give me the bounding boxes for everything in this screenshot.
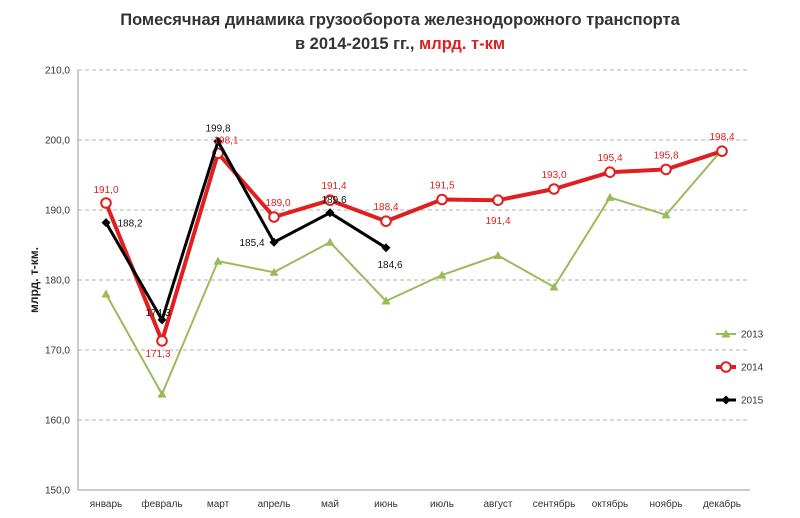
x-tick-label: май [321,499,339,510]
circle-marker [324,194,336,206]
grid-lines [78,69,750,421]
legend-label: 2015 [741,396,764,407]
triangle-marker [493,251,503,259]
data-label-2014: 195,8 [653,150,678,161]
title-line-2: в 2014-2015 гг., млрд. т-км [0,32,800,56]
data-label-2014: 191,4 [321,181,346,192]
data-label-2015: 189,6 [321,195,346,206]
legend-item-2014: 2014 [716,361,764,374]
data-label-2014: 189,0 [265,198,290,209]
triangle-marker [325,237,335,246]
triangle-marker [661,210,671,219]
x-tick-label: август [484,499,513,510]
diamond-marker [381,243,391,253]
data-label-2014: 193,0 [541,170,566,181]
x-tick-label: июнь [374,499,398,510]
series-group [100,136,728,398]
data-label-2014: 198,4 [709,132,734,143]
x-tick-label: сентябрь [533,498,576,510]
data-label-2015: 184,6 [377,260,402,271]
circle-marker [604,166,616,178]
data-label-2015: 199,8 [205,123,230,134]
y-tick-label: 210,0 [45,66,70,77]
data-label-2015: 174,3 [145,308,170,319]
diamond-marker [213,136,223,146]
triangle-marker [213,256,223,265]
circle-marker [492,194,504,206]
y-tick-label: 150,0 [45,486,70,497]
circle-marker [380,215,392,227]
circle-marker [720,361,732,373]
x-tick-label: январь [90,499,122,510]
x-tick-label: февраль [141,498,182,510]
legend-item-2015: 2015 [716,395,764,407]
triangle-marker [721,329,731,338]
y-tick-labels: 150,0 160,0 170,0 180,0 190,0 200,0 210,0 [45,66,70,497]
data-label-2014: 191,0 [93,185,118,196]
legend-item-2013: 2013 [716,329,764,341]
triangle-marker [549,282,559,291]
x-tick-label: апрель [258,499,291,510]
triangle-marker [437,270,447,279]
triangle-marker [381,296,391,305]
series-line-2013 [105,149,723,396]
circle-marker [268,211,280,223]
x-tick-label: ноябрь [650,498,683,510]
circle-marker [548,183,560,195]
legend-label: 2014 [741,363,764,374]
data-label-2014: 191,4 [485,216,510,227]
circle-marker [716,145,728,157]
title-years: в 2014-2015 гг., [294,35,415,53]
circle-marker [436,193,448,206]
y-tick-label: 170,0 [45,346,70,357]
y-tick-label: 190,0 [45,206,70,217]
diamond-marker [157,315,167,325]
circle-marker [156,335,168,347]
x-tick-label: декабрь [703,498,741,510]
legend: 2013 2014 2015 [716,329,764,407]
triangle-marker [269,267,279,276]
series-line-2014 [104,149,723,343]
legend-label: 2013 [741,330,764,341]
series-2013 [101,145,727,398]
triangle-marker [605,192,615,201]
circle-marker [100,197,112,209]
x-tick-label: март [207,499,230,510]
chart-title: Помесячная динамика грузооборота железно… [0,8,800,56]
diamond-marker [721,395,731,405]
data-label-2014: 191,5 [429,181,454,192]
y-tick-label: 200,0 [45,136,70,147]
x-tick-label: октябрь [592,498,629,510]
series-2015 [101,136,391,325]
x-tick-label: июль [430,499,454,510]
data-label-2014: 188,4 [373,202,398,213]
title-line-1: Помесячная динамика грузооборота железно… [120,11,680,29]
data-label-2015: 185,4 [239,238,264,249]
data-label-2014: 195,4 [597,153,622,164]
x-tick-labels: январь февраль март апрель май июнь июль август… [90,498,741,510]
y-tick-label: 160,0 [45,416,70,427]
series-2014 [100,145,728,347]
triangle-marker [157,389,167,398]
series-line-2015 [104,139,387,322]
triangle-marker [101,289,111,298]
y-axis-label: млрд. т-км. [27,247,41,313]
data-label-2014: 198,1 [213,135,238,146]
diamond-marker [269,237,279,247]
diamond-marker [101,218,111,228]
data-labels: 191,0 171,3 198,1 189,0 191,4 188,4 191,5 191,4… [93,123,734,360]
y-tick-label: 180,0 [45,276,70,287]
data-label-2015: 188,2 [117,219,142,230]
data-label-2014: 171,3 [145,349,170,360]
circle-marker [660,163,672,176]
title-unit: млрд. т-км [419,35,506,53]
diamond-marker [325,208,335,218]
